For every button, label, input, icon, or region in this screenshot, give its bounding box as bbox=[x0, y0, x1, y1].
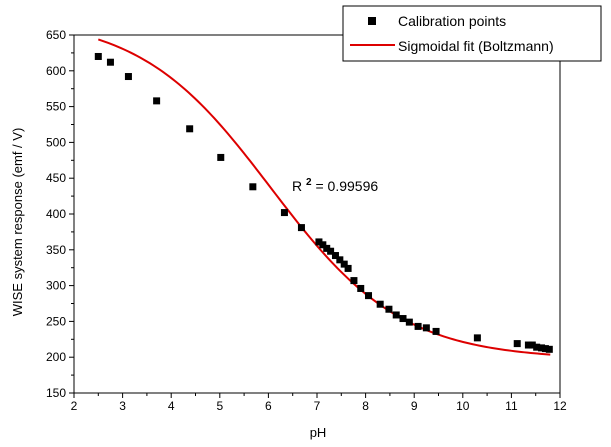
calibration-point bbox=[405, 318, 413, 326]
x-tick-label: 7 bbox=[314, 399, 321, 413]
legend-label-calibration: Calibration points bbox=[398, 13, 506, 29]
fit-line bbox=[97, 38, 551, 356]
fit-series bbox=[97, 38, 551, 356]
r-squared-annotation: R 2 = 0.99596 bbox=[292, 172, 378, 194]
y-tick-label: 600 bbox=[46, 64, 66, 78]
x-tick-label: 4 bbox=[168, 399, 175, 413]
x-tick-label: 8 bbox=[362, 399, 369, 413]
axes bbox=[73, 34, 561, 394]
x-tick-label: 12 bbox=[553, 399, 567, 413]
r-squared-superscript: 2 bbox=[306, 177, 312, 188]
y-tick-label: 500 bbox=[46, 135, 66, 149]
calibration-point bbox=[319, 241, 327, 249]
x-tick-label: 5 bbox=[216, 399, 223, 413]
calibration-point bbox=[249, 183, 257, 191]
calibration-point bbox=[344, 264, 352, 272]
y-tick-label: 450 bbox=[46, 171, 66, 185]
x-tick-label: 6 bbox=[265, 399, 272, 413]
y-tick-label: 200 bbox=[46, 350, 66, 364]
calibration-point bbox=[153, 97, 161, 105]
r-squared-value: = 0.99596 bbox=[315, 178, 378, 194]
calibration-point bbox=[473, 334, 481, 342]
calibration-point bbox=[323, 244, 331, 252]
x-tick-label: 10 bbox=[456, 399, 470, 413]
y-tick-label: 550 bbox=[46, 100, 66, 114]
calibration-point bbox=[340, 260, 348, 268]
calibration-point bbox=[327, 247, 335, 255]
legend-label-fit: Sigmoidal fit (Boltzmann) bbox=[398, 38, 554, 54]
y-ticks: 150 200 250 300 350 400 450 500 550 600 650 bbox=[46, 28, 74, 400]
calibration-point bbox=[94, 52, 102, 60]
calibration-point bbox=[545, 345, 553, 353]
r-squared-prefix: R bbox=[292, 178, 302, 194]
x-tick-label: 2 bbox=[71, 399, 78, 413]
x-tick-label: 3 bbox=[119, 399, 126, 413]
calibration-point bbox=[106, 58, 114, 66]
calibration-point bbox=[422, 324, 430, 332]
calibration-point bbox=[385, 305, 393, 313]
calibration-point bbox=[357, 284, 365, 292]
x-tick-label: 11 bbox=[505, 399, 518, 413]
y-tick-label: 150 bbox=[46, 386, 66, 400]
calibration-point bbox=[541, 345, 549, 353]
y-tick-label: 650 bbox=[46, 28, 66, 42]
calibration-point bbox=[217, 153, 225, 161]
calibration-point bbox=[331, 252, 339, 260]
calibration-point bbox=[336, 256, 344, 264]
calibration-point bbox=[399, 315, 407, 323]
x-axis-label: pH bbox=[310, 425, 327, 440]
calibration-points-series bbox=[94, 52, 553, 353]
calibration-point bbox=[186, 125, 194, 133]
y-axis-label: WISE system response (emf / V) bbox=[10, 128, 25, 317]
calibration-point bbox=[538, 344, 546, 352]
x-tick-label: 9 bbox=[411, 399, 418, 413]
legend: Calibration points Sigmoidal fit (Boltzm… bbox=[342, 5, 602, 62]
calibration-point bbox=[297, 224, 305, 232]
calibration-point bbox=[513, 340, 521, 348]
y-tick-label: 250 bbox=[46, 314, 66, 328]
calibration-point bbox=[376, 300, 384, 308]
calibration-point bbox=[533, 343, 541, 351]
legend-marker-calibration bbox=[368, 17, 376, 25]
y-tick-label: 400 bbox=[46, 207, 66, 221]
legend-box bbox=[342, 5, 602, 62]
calibration-point bbox=[524, 341, 532, 349]
calibration-point bbox=[392, 311, 400, 319]
x-ticks: 2 3 4 5 6 7 8 9 10 11 12 bbox=[71, 393, 567, 413]
calibration-point bbox=[280, 209, 288, 217]
calibration-point bbox=[414, 322, 422, 330]
calibration-point bbox=[432, 327, 440, 335]
calibration-point bbox=[124, 73, 132, 81]
calibration-point bbox=[528, 341, 536, 349]
calibration-point bbox=[365, 292, 373, 300]
y-tick-label: 350 bbox=[46, 243, 66, 257]
calibration-point bbox=[315, 238, 323, 246]
y-tick-label: 300 bbox=[46, 279, 66, 293]
calibration-point bbox=[350, 277, 358, 285]
